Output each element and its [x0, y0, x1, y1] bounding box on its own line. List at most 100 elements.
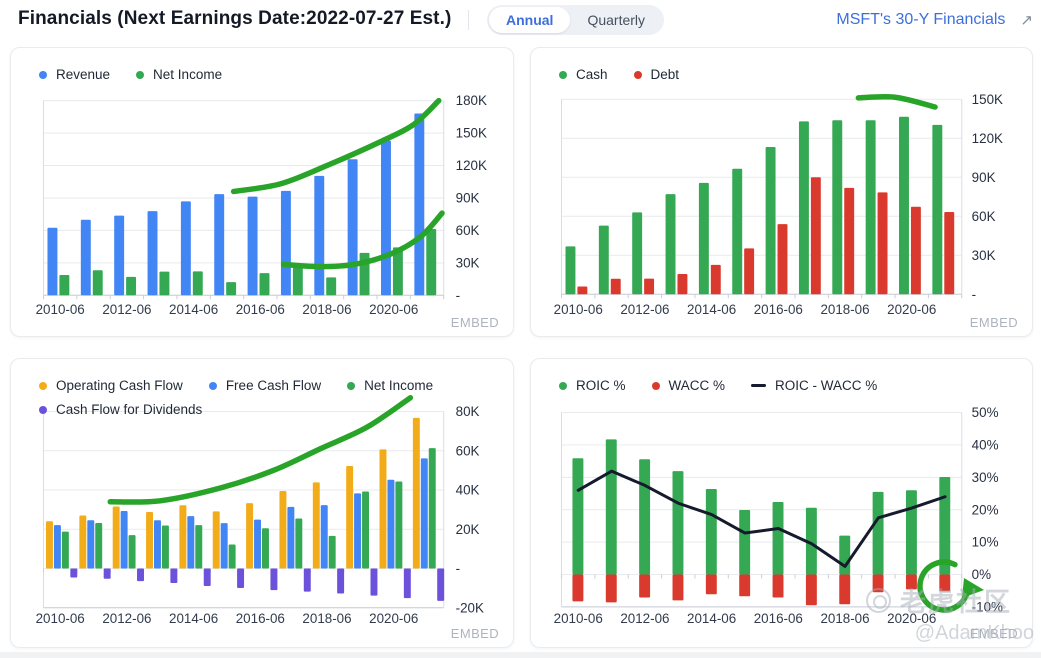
x-axis-label: 2012-06	[620, 302, 669, 317]
cash-debt-chart: 150K 120K 90K 60K 30K - 2010-06 2012-06 2014-06 2…	[554, 92, 1003, 317]
x-axis-label: 2018-06	[820, 302, 869, 317]
bar	[147, 211, 158, 296]
legend-dot-icon	[39, 70, 47, 79]
bar	[414, 113, 425, 296]
bar	[114, 215, 125, 296]
toggle-option-quarterly[interactable]: Quarterly	[570, 7, 662, 33]
bar	[95, 522, 103, 569]
y-axis-label: -	[972, 287, 976, 302]
legend-item[interactable]: Debt	[633, 67, 679, 82]
legend-item[interactable]: ROIC - WACC %	[751, 378, 877, 393]
bar	[639, 459, 651, 575]
bar	[610, 278, 621, 295]
bar	[428, 448, 436, 569]
x-axis-label: 2018-06	[302, 302, 351, 317]
legend-item[interactable]: Cash	[559, 67, 608, 82]
legend-label: ROIC %	[576, 378, 626, 393]
cash-flows-chart: 80K 60K 40K 20K - -20K 2010-06 2012-06 2014-06 20…	[36, 394, 484, 626]
bar	[412, 417, 420, 569]
bar	[46, 521, 53, 569]
legend-item[interactable]: Free Cash Flow	[208, 378, 322, 393]
x-axis-label: 2014-06	[169, 611, 218, 626]
bar	[672, 574, 684, 601]
bar	[572, 574, 584, 602]
bar	[698, 182, 709, 295]
y-axis-label: 150K	[456, 126, 487, 141]
bar	[598, 225, 609, 295]
bar	[810, 177, 821, 295]
roic-wacc-chart: 50% 40% 30% 20% 10% 0% -10% 2010-06 2012-06 2014-…	[554, 405, 1003, 626]
app-header: Financials (Next Earnings Date:2022-07-2…	[0, 0, 1041, 44]
legend: Revenue Net Income	[39, 67, 493, 82]
bar	[732, 168, 743, 295]
x-axis-label: 2016-06	[236, 302, 285, 317]
toggle-option-annual[interactable]: Annual	[489, 7, 571, 33]
line-series	[576, 469, 947, 568]
bar	[61, 531, 69, 569]
bar	[772, 574, 784, 598]
bar	[292, 267, 303, 296]
financials-30y-link[interactable]: MSFT's 30-Y Financials ↗	[836, 11, 1033, 29]
y-axis-label: 30K	[456, 255, 480, 270]
bar	[126, 276, 137, 296]
embed-button[interactable]: EMBED	[450, 626, 499, 641]
bar	[565, 246, 576, 295]
bar	[705, 574, 717, 595]
page-background-strip	[0, 652, 1041, 658]
bar	[154, 520, 161, 569]
revenue-net-income-chart: 180K 150K 120K 90K 60K 30K - 2010-06 2012-06 2014…	[36, 93, 487, 317]
bar	[159, 271, 170, 296]
bar	[605, 439, 617, 575]
bar	[354, 493, 362, 569]
bar	[387, 479, 395, 569]
y-axis-label: 60K	[456, 443, 480, 458]
legend-item[interactable]: Net Income	[347, 378, 433, 393]
legend-label: Free Cash Flow	[225, 378, 322, 393]
x-axis-label: 2020-06	[369, 611, 418, 626]
legend-label: Revenue	[56, 67, 111, 82]
legend-item[interactable]: ROIC %	[559, 378, 626, 393]
legend-dot-icon	[633, 70, 642, 79]
bar	[180, 201, 191, 296]
x-axis-label: 2010-06	[554, 611, 603, 626]
bar	[403, 568, 411, 599]
bar	[187, 516, 195, 569]
bar	[262, 528, 269, 569]
y-axis-label: 40%	[972, 438, 999, 453]
bar	[195, 525, 203, 569]
y-axis-label: 30%	[972, 470, 999, 485]
bar	[910, 206, 921, 295]
legend-item[interactable]: WACC %	[651, 378, 725, 393]
bar	[777, 224, 788, 295]
bar	[872, 574, 884, 593]
embed-button[interactable]: EMBED	[969, 626, 1018, 641]
embed-button[interactable]: EMBED	[450, 315, 499, 330]
legend-dot-icon	[559, 70, 567, 79]
bar	[395, 481, 403, 569]
y-axis-label: 120K	[972, 131, 1003, 146]
bar	[644, 278, 655, 295]
embed-button[interactable]: EMBED	[969, 315, 1018, 330]
bar	[905, 574, 917, 590]
y-axis-label: 90K	[456, 191, 480, 206]
bar	[639, 574, 651, 598]
legend-dot-icon	[39, 405, 47, 414]
bar	[80, 219, 91, 296]
legend: Cash Debt	[559, 67, 1012, 82]
trend-line	[230, 97, 442, 195]
legend-dot-icon	[39, 381, 47, 390]
bar	[944, 211, 955, 295]
x-axis-label: 2014-06	[687, 302, 736, 317]
legend-item[interactable]: Operating Cash Flow	[39, 378, 183, 393]
bar	[744, 248, 755, 295]
bar	[605, 574, 617, 603]
legend-item[interactable]: Revenue	[39, 67, 110, 82]
y-axis-label: 150K	[972, 92, 1003, 107]
y-axis-label: 120K	[456, 158, 487, 173]
bar	[798, 121, 809, 295]
x-axis-label: 2012-06	[620, 611, 669, 626]
legend-item[interactable]: Net Income	[136, 67, 222, 82]
y-axis-label: 20%	[972, 502, 999, 517]
legend: ROIC % WACC % ROIC - WACC %	[559, 378, 1012, 393]
legend-item[interactable]: Cash Flow for Dividends	[39, 402, 202, 417]
